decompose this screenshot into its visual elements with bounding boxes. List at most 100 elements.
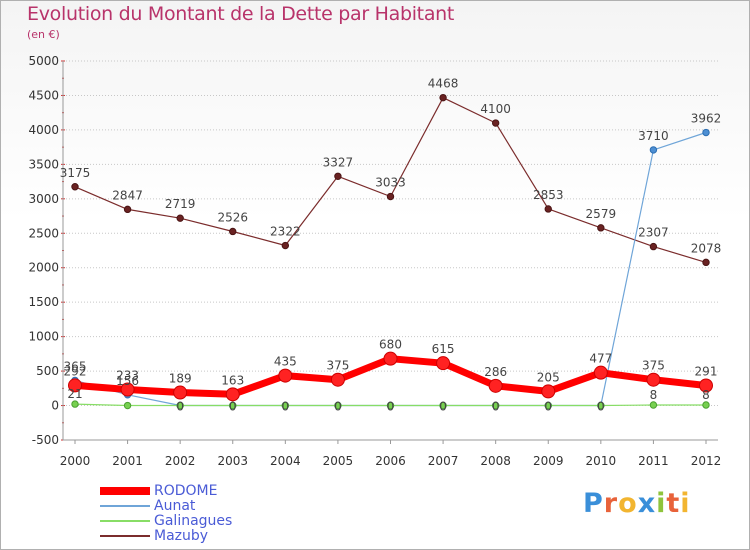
y-tick-label: 0 (51, 399, 59, 413)
data-point-rodome (120, 382, 135, 397)
data-label-aunat: 0 (334, 400, 342, 414)
data-label-aunat: 3962 (691, 112, 722, 126)
legend-label-aunat: Aunat (154, 498, 196, 514)
data-label-rodome: 680 (379, 338, 402, 352)
data-labels: 3175 2847 2719 2526 2322 3327 3033 4468 4100 2853… (60, 77, 722, 414)
data-label-mazuby: 2847 (112, 188, 143, 202)
data-point-galinagues (439, 401, 447, 410)
data-label-aunat: 0 (387, 400, 395, 414)
data-label-aunat: 0 (492, 400, 500, 414)
data-label-aunat: 0 (439, 400, 447, 414)
data-point-galinagues (176, 401, 184, 410)
data-point-mazuby (71, 183, 79, 191)
chart-title: Evolution du Montant de la Dette par Hab… (27, 3, 455, 25)
data-label-rodome: 205 (537, 370, 560, 384)
data-point-mazuby (597, 224, 605, 232)
x-tick-label: 2011 (638, 454, 669, 468)
data-point-aunat (702, 128, 710, 137)
legend-item-galinagues: Galinagues (100, 513, 320, 529)
x-tick-label: 2000 (60, 454, 91, 468)
data-point-rodome (436, 356, 451, 371)
data-point-rodome (68, 378, 82, 393)
legend-swatch-mazuby (100, 535, 150, 537)
data-label-mazuby: 2322 (270, 225, 301, 239)
logo-letter: o (618, 488, 638, 519)
x-tick-label: 2001 (112, 454, 143, 468)
y-tick-label: 2500 (28, 226, 59, 240)
data-label-rodome: 375 (642, 359, 665, 373)
data-point-mazuby (491, 119, 500, 127)
logo-letter: P (583, 488, 604, 519)
y-tick-label: 500 (36, 364, 59, 378)
data-point-galinagues (649, 401, 658, 409)
data-point-rodome (383, 351, 398, 366)
data-label-aunat: 156 (116, 374, 139, 388)
data-point-mazuby (649, 242, 658, 251)
data-point-rodome (330, 372, 345, 387)
grid (63, 60, 718, 441)
legend-label-mazuby: Mazuby (154, 528, 209, 544)
data-point-rodome (173, 385, 188, 400)
data-label-rodome: 291 (695, 364, 718, 378)
data-label-mazuby: 3033 (375, 176, 406, 190)
x-tick-label: 2004 (270, 454, 301, 468)
data-label-mazuby: 3175 (60, 166, 91, 180)
data-point-galinagues (123, 401, 132, 410)
logo-letter: t (666, 488, 681, 519)
y-tick-label: 3500 (28, 157, 59, 171)
data-label-aunat: 0 (176, 400, 184, 414)
data-label-mazuby: 2579 (586, 207, 617, 221)
data-point-rodome (225, 387, 240, 402)
data-label-rodome: 477 (589, 352, 612, 366)
data-label-rodome: 189 (169, 372, 192, 386)
logo-letter: i (656, 488, 667, 519)
legend-swatch-galinagues (100, 520, 150, 522)
x-tick-label: 2002 (165, 454, 196, 468)
logo-letter: r (603, 488, 619, 519)
legend: RODOME Aunat Galinagues Mazuby (100, 483, 320, 544)
data-point-galinagues (229, 401, 237, 410)
data-label-aunat: 0 (597, 400, 605, 414)
data-point-galinagues (386, 401, 395, 410)
data-label-aunat: 0 (544, 400, 552, 414)
x-tick-label: 2010 (586, 454, 617, 468)
data-label-galinagues: 8 (702, 388, 710, 402)
x-tick-label: 2006 (375, 454, 406, 468)
y-tick-label: 3000 (28, 192, 59, 206)
proxiti-logo: Proxiti (583, 488, 691, 519)
logo-letter: i (680, 488, 691, 519)
data-point-galinagues (544, 401, 552, 410)
data-point-mazuby (281, 241, 290, 250)
data-point-rodome (646, 372, 661, 387)
data-label-mazuby: 4100 (480, 102, 511, 116)
data-point-rodome (541, 384, 556, 399)
y-tick-label: 2000 (28, 261, 59, 275)
data-label-mazuby: 2719 (165, 197, 196, 211)
data-point-galinagues (597, 401, 605, 410)
data-label-mazuby: 2526 (217, 210, 248, 224)
data-point-mazuby (123, 205, 132, 214)
logo-letter: x (637, 488, 657, 519)
legend-swatch-aunat (100, 505, 150, 507)
axes: -500 0 500 1000 1500 2000 2500 3000 3500 4000 4500… (28, 54, 721, 468)
y-tick-label: 5000 (28, 54, 59, 68)
data-label-mazuby: 2853 (533, 188, 564, 202)
data-point-rodome (699, 378, 713, 393)
data-label-aunat: 365 (64, 359, 87, 373)
data-point-mazuby (702, 258, 710, 267)
data-label-mazuby: 4468 (428, 77, 459, 91)
data-point-mazuby (176, 214, 184, 222)
y-tick-label: 4000 (28, 123, 59, 137)
data-label-aunat: 0 (229, 400, 237, 414)
data-point-galinagues (281, 401, 290, 410)
data-point-galinagues (71, 400, 79, 408)
data-point-rodome (488, 378, 503, 393)
data-label-rodome: 435 (274, 355, 297, 369)
data-label-aunat: 0 (282, 400, 290, 414)
data-point-mazuby (229, 227, 237, 236)
y-tick-label: 1500 (28, 295, 59, 309)
legend-swatch-rodome (100, 487, 150, 495)
data-point-mazuby (386, 192, 395, 201)
line-chart: -500 0 500 1000 1500 2000 2500 3000 3500 4000 4500… (28, 54, 722, 468)
